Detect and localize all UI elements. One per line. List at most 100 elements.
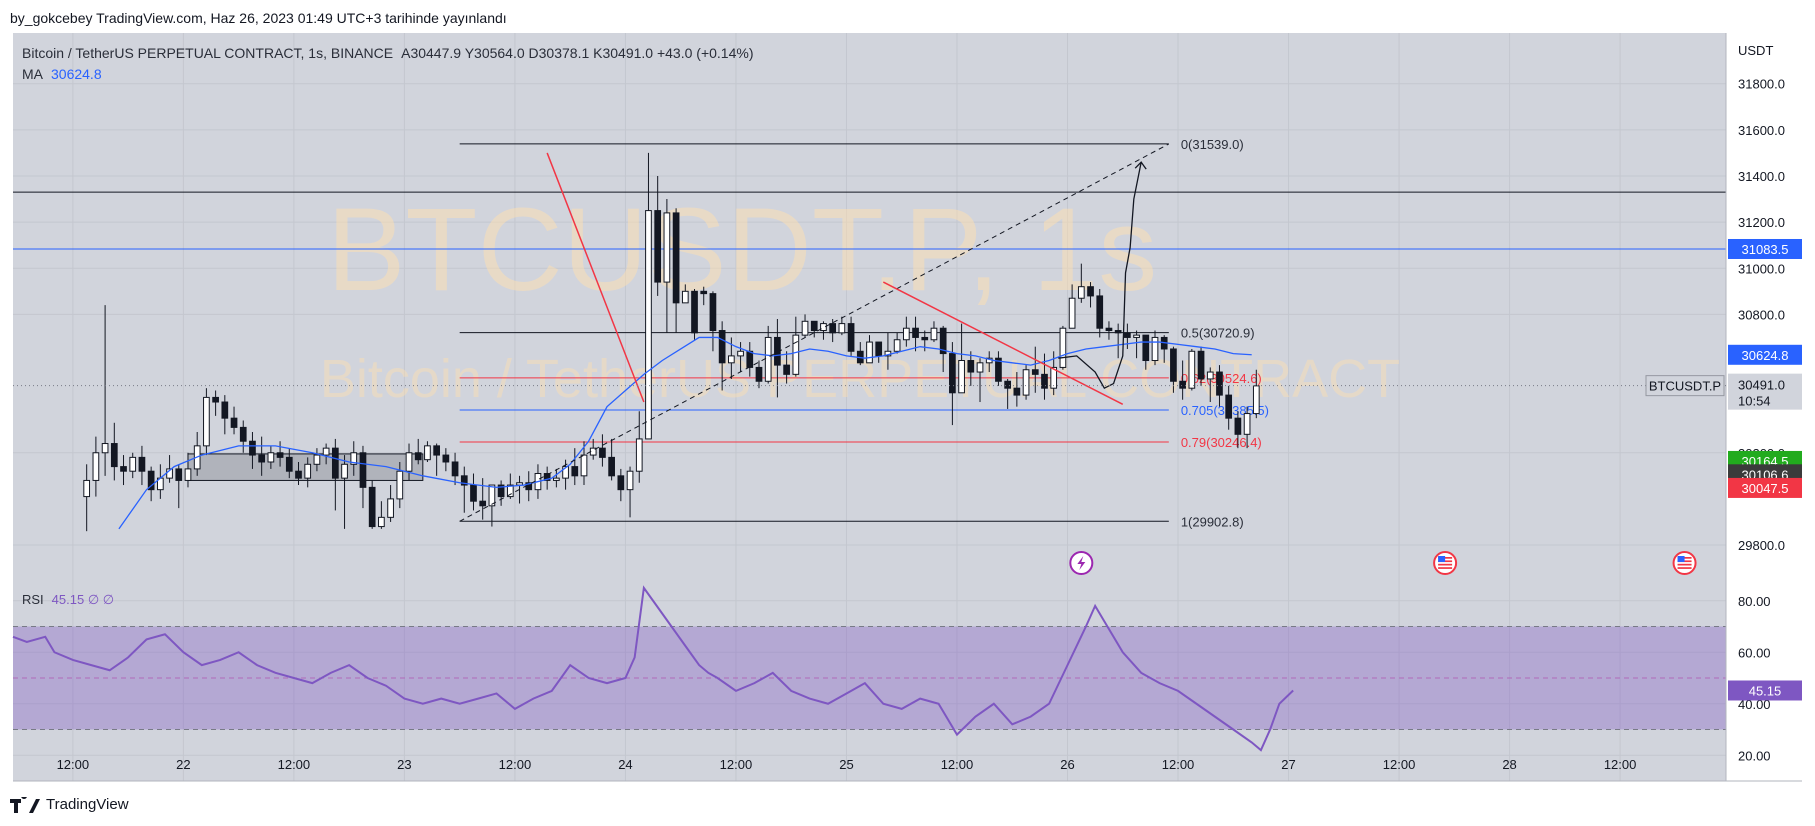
- rsi-tag-bg: [1728, 680, 1802, 701]
- candle-body: [838, 323, 846, 334]
- candle-body: [645, 210, 652, 440]
- legend-rsi-values: 45.15 ∅ ∅: [51, 592, 115, 607]
- candle-body: [1197, 350, 1205, 380]
- candle-body: [230, 417, 238, 428]
- candle-body: [1068, 297, 1076, 329]
- candle-body: [249, 440, 256, 456]
- candle-body: [1142, 334, 1150, 362]
- candles: [83, 152, 1260, 532]
- candle-body: [1225, 394, 1233, 419]
- rsi-tag-text: 45.15: [1749, 683, 1782, 698]
- candle-body: [276, 452, 284, 458]
- candle-body: [995, 357, 1002, 382]
- fib-level-label: 0.79(30246.4): [1181, 435, 1262, 450]
- candle-body: [378, 516, 385, 528]
- candle-body: [405, 452, 413, 472]
- candle-body: [727, 355, 735, 364]
- footer-brand-text: TradingView: [46, 796, 129, 813]
- candle-body: [1114, 330, 1122, 334]
- time-tick-label: 27: [1281, 757, 1295, 772]
- candle-body: [1105, 327, 1113, 332]
- time-tick-label: 12:00: [499, 757, 532, 772]
- candle-body: [829, 323, 837, 334]
- time-tick-label: 25: [839, 757, 853, 772]
- time-tick-label: 22: [176, 757, 190, 772]
- candle-body: [1077, 286, 1085, 299]
- candle-body: [1234, 417, 1242, 435]
- time-tick-label: 23: [397, 757, 411, 772]
- candle-body: [359, 452, 367, 488]
- publish-header: by_gokcebey TradingView.com, Haz 26, 202…: [10, 10, 507, 26]
- candle-body: [553, 477, 560, 481]
- time-tick-label: 12:00: [720, 757, 753, 772]
- candle-body: [663, 212, 671, 283]
- candle-body: [949, 353, 956, 394]
- price-tick-label: 29800.0: [1738, 538, 1785, 553]
- candle-body: [737, 350, 744, 357]
- candle-body: [875, 341, 883, 357]
- candle-body: [304, 463, 312, 479]
- last-price-countdown: 10:54: [1738, 394, 1771, 409]
- price-tags: 31083.530624.830164.530106.630047.5BTCUS…: [13, 238, 1802, 701]
- flag-canton: [1438, 556, 1446, 562]
- time-tick-label: 12:00: [57, 757, 90, 772]
- candle-body: [414, 452, 422, 461]
- time-tick-label: 24: [618, 757, 632, 772]
- fib-level-label: 0.5(30720.9): [1181, 326, 1255, 341]
- candle-body: [635, 438, 643, 472]
- candle-body: [691, 290, 698, 334]
- candle-body: [92, 452, 100, 481]
- consolidation-rectangle: [187, 453, 424, 481]
- candle-body: [1188, 350, 1196, 389]
- flag-stripe: [1677, 567, 1692, 569]
- rsi-tick-label: 20.00: [1738, 748, 1771, 763]
- candle-body: [285, 456, 293, 472]
- rsi-tick-label: 60.00: [1738, 645, 1771, 660]
- candle-body: [562, 466, 569, 479]
- trendline: [459, 143, 1170, 522]
- fib-level-label: 0(31539.0): [1181, 137, 1244, 152]
- candle-body: [654, 210, 662, 283]
- candle-body: [755, 366, 763, 382]
- candle-body: [506, 484, 514, 498]
- candle-body: [580, 454, 588, 477]
- candle-body: [939, 327, 947, 355]
- candle-body: [764, 336, 772, 382]
- legend-rsi-label: RSI: [22, 592, 44, 607]
- candle-body: [497, 484, 505, 498]
- price-tick-label: 30800.0: [1738, 307, 1785, 322]
- candle-body: [1050, 366, 1058, 389]
- candle-body: [1041, 373, 1048, 389]
- candle-body: [451, 461, 459, 477]
- horizontal-lines: [13, 191, 1726, 250]
- candle-body: [626, 470, 634, 491]
- price-tag-text: 30047.5: [1742, 481, 1789, 496]
- candle-body: [847, 323, 855, 352]
- flag-stripe: [1438, 563, 1453, 566]
- us-flag-event-icon: [1672, 551, 1697, 575]
- legend-ma-value: 30624.8: [51, 66, 102, 82]
- candle-body: [976, 362, 984, 373]
- time-tick-label: 12:00: [1604, 757, 1637, 772]
- candle-body: [138, 456, 146, 472]
- candle-body: [921, 336, 929, 341]
- candle-body: [433, 445, 441, 456]
- event-markers: [1069, 551, 1697, 575]
- price-tick-label: 31600.0: [1738, 123, 1785, 138]
- candle-body: [387, 498, 394, 518]
- price-tick-label: 31000.0: [1738, 261, 1785, 276]
- candle-body: [460, 475, 468, 486]
- candle-body: [129, 456, 137, 472]
- candle-body: [1022, 369, 1030, 396]
- flag-stripe: [1438, 567, 1453, 569]
- legend-symbol-name: Bitcoin / TetherUS PERPETUAL CONTRACT, 1…: [22, 45, 394, 61]
- candle-body: [101, 443, 109, 454]
- candle-body: [792, 334, 800, 375]
- legend-ma: MA 30624.8: [22, 66, 102, 82]
- candle-body: [1151, 336, 1159, 362]
- legend-rsi: RSI 45.15 ∅ ∅: [22, 592, 114, 608]
- candle-body: [783, 364, 790, 375]
- candle-body: [1179, 380, 1186, 389]
- candle-body: [120, 466, 127, 472]
